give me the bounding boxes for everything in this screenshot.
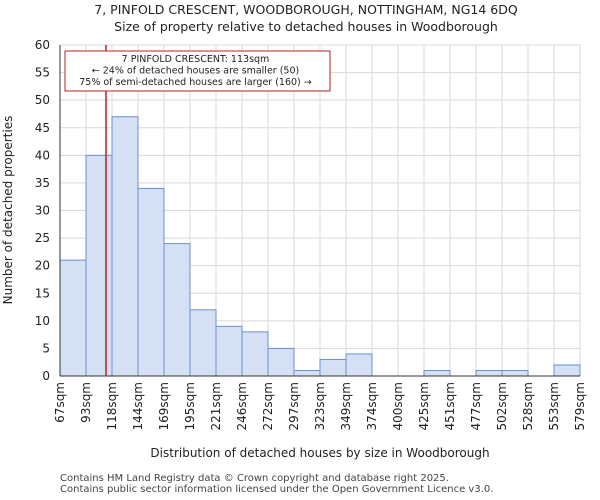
chart-subtitle: Size of property relative to detached ho… [114,19,498,34]
marker-annotation-line: ← 24% of detached houses are smaller (50… [92,66,299,77]
x-tick-label: 246sqm [235,382,249,430]
bar-477sqm [475,369,503,377]
x-tick-label: 451sqm [443,382,457,430]
x-tick-label: 169sqm [157,382,171,430]
y-tick-labels: 0 5 10 15 20 25 30 35 40 45 50 55 60 [35,38,50,383]
y-tick-label: 15 [35,286,50,300]
bar-272sqm [267,347,295,377]
bar-169sqm [163,243,191,377]
x-tick-label: 323sqm [313,382,327,430]
bar-323sqm [319,358,347,377]
y-tick-label: 40 [35,148,50,162]
x-tick-label: 93sqm [79,382,93,423]
x-tick-label: 349sqm [339,382,353,430]
x-tick-label: 400sqm [391,382,405,430]
bar-118sqm [111,116,139,377]
y-tick-label: 5 [42,341,50,355]
y-tick-label: 10 [35,314,50,328]
y-tick-label: 0 [42,369,50,383]
footer-attribution-1: Contains HM Land Registry data © Crown c… [60,473,449,484]
bar-195sqm [189,309,217,377]
y-tick-label: 25 [35,231,50,245]
x-tick-label: 528sqm [521,382,535,430]
histogram-chart: 7, PINFOLD CRESCENT, WOODBOROUGH, NOTTIN… [1,2,587,460]
x-tick-label: 144sqm [131,382,145,430]
x-tick-label: 297sqm [287,382,301,430]
y-tick-label: 45 [35,121,50,135]
chart-title: 7, PINFOLD CRESCENT, WOODBOROUGH, NOTTIN… [94,2,518,17]
bar-502sqm [501,369,529,377]
x-tick-label: 425sqm [417,382,431,430]
property-marker: 7 PINFOLD CRESCENT: 113sqm← 24% of detac… [64,45,331,376]
bar-246sqm [241,331,269,377]
bar-144sqm [137,187,165,377]
marker-annotation-box [64,50,331,92]
y-tick-label: 35 [35,176,50,190]
bar-553sqm [553,364,581,377]
x-tick-label: 502sqm [495,382,509,430]
bar-93sqm [85,154,113,377]
y-tick-label: 30 [35,204,50,218]
bars [59,116,581,377]
axes [59,45,580,377]
bar-221sqm [215,325,243,377]
footer-attribution-2: Contains public sector information licen… [60,484,494,495]
marker-annotation-line: 75% of semi-detached houses are larger (… [79,77,312,88]
y-tick-label: 20 [35,259,50,273]
bar-67sqm [59,259,87,377]
y-tick-label: 50 [35,93,50,107]
x-tick-label: 374sqm [365,382,379,430]
x-tick-label: 118sqm [105,382,119,430]
x-tick-label: 553sqm [547,382,561,430]
x-tick-label: 221sqm [209,382,223,430]
x-axis-label: Distribution of detached houses by size … [150,446,489,460]
bar-349sqm [345,353,373,377]
x-tick-label: 272sqm [261,382,275,430]
x-tick-label: 477sqm [469,382,483,430]
y-axis-label: Number of detached properties [1,116,15,305]
x-tick-label: 67sqm [53,382,67,423]
y-tick-label: 60 [35,38,50,52]
x-tick-label: 579sqm [573,382,587,430]
bar-297sqm [293,369,321,377]
x-tick-label: 195sqm [183,382,197,430]
bar-425sqm [423,369,451,377]
x-tick-labels: 67sqm 93sqm 118sqm 144sqm 169sqm 195sqm 221sqm… [53,382,587,430]
y-tick-label: 55 [35,66,50,80]
marker-annotation-line: 7 PINFOLD CRESCENT: 113sqm [122,54,270,65]
